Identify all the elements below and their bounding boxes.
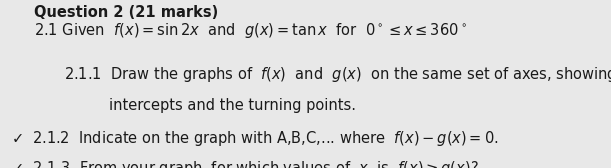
Text: 2.1 Given  $\mathit{f}(x)=\sin 2x$  and  $g(x)=\tan x$  for  $0^\circ \leq x \le: 2.1 Given $\mathit{f}(x)=\sin 2x$ and $g…	[34, 21, 466, 40]
Text: $\checkmark$  2.1.2  Indicate on the graph with A,B,C,... where  $\mathit{f}(x)-: $\checkmark$ 2.1.2 Indicate on the graph…	[11, 129, 499, 148]
Text: intercepts and the turning points.: intercepts and the turning points.	[109, 98, 356, 113]
Text: Question 2 (21 marks): Question 2 (21 marks)	[34, 5, 218, 20]
Text: $\checkmark$  2.1.3  From your graph, for which values of  $x$  is  $\mathit{f}(: $\checkmark$ 2.1.3 From your graph, for …	[11, 159, 478, 168]
Text: 2.1.1  Draw the graphs of  $\mathit{f}(x)$  and  $g(x)$  on the same set of axes: 2.1.1 Draw the graphs of $\mathit{f}(x)$…	[64, 65, 611, 84]
